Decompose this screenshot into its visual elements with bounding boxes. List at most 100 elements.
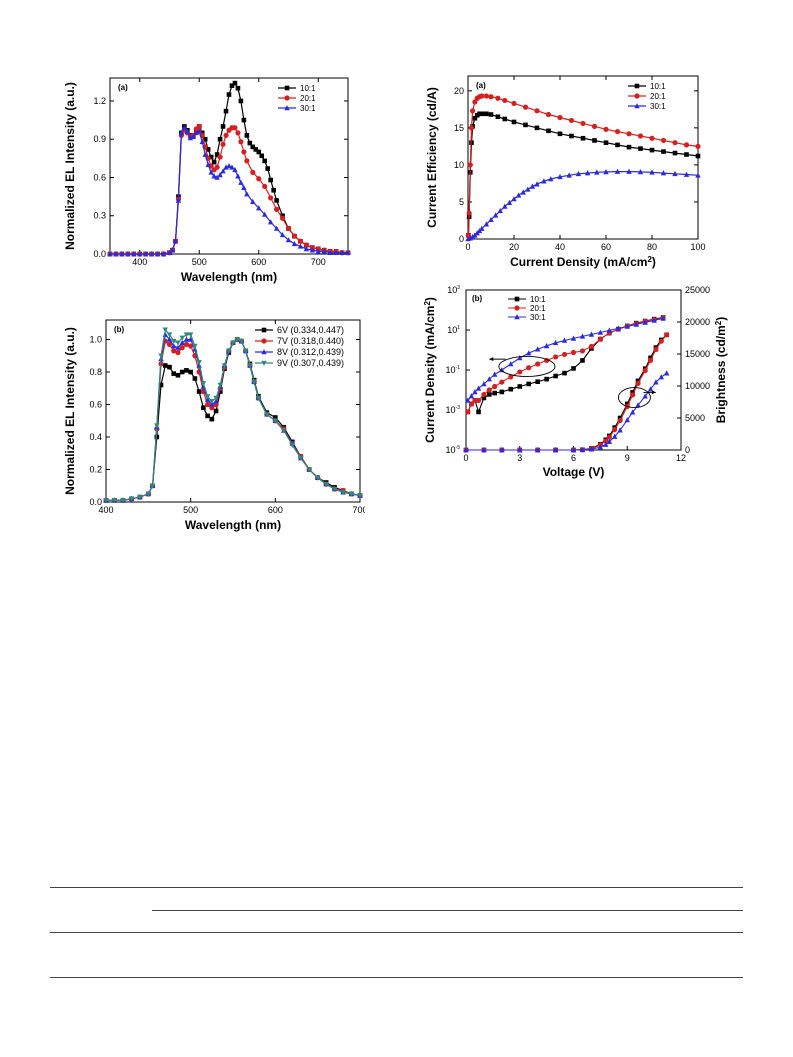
- data-point: [253, 147, 259, 152]
- legend-label: 8V (0.312,0.439): [277, 347, 344, 357]
- y2-axis-label: Brightness (cd/m2): [714, 317, 729, 423]
- data-point: [638, 146, 643, 151]
- data-point: [553, 373, 558, 379]
- data-point: [274, 206, 280, 212]
- data-point: [179, 369, 185, 375]
- data-point: [570, 349, 577, 356]
- data-point: [143, 251, 149, 257]
- data-point: [303, 245, 310, 252]
- data-point: [614, 128, 621, 135]
- data-point: [517, 369, 523, 375]
- data-point: [279, 215, 286, 221]
- data-point: [544, 376, 549, 382]
- data-point: [476, 409, 481, 415]
- data-point: [323, 481, 329, 488]
- y2-axis-label-tail: ): [714, 317, 728, 321]
- data-point: [238, 98, 244, 104]
- data-point: [306, 467, 312, 473]
- current-efficiency-chart: 0 20 40 60 80 100 0 5 10 15 20 (a) 10:120:130:1 Curre…: [425, 75, 706, 269]
- data-point: [327, 249, 333, 256]
- data-point: [545, 111, 552, 118]
- data-point: [543, 343, 550, 349]
- data-point: [273, 415, 278, 420]
- y-axis-label-sup: 2: [423, 301, 432, 306]
- annotation-arrowhead-left: [489, 357, 494, 362]
- x-axis-label-sup: 2: [647, 255, 652, 264]
- series-line: [110, 125, 348, 255]
- data-point: [178, 129, 185, 136]
- data-point: [291, 233, 298, 239]
- y-tick-label: 1.0: [89, 335, 102, 345]
- data-point: [526, 350, 532, 356]
- data-point: [629, 409, 636, 415]
- data-point: [658, 374, 664, 380]
- data-point: [204, 396, 211, 402]
- data-point: [484, 111, 489, 117]
- data-point: [128, 496, 135, 502]
- data-point: [238, 179, 244, 185]
- data-point: [614, 168, 621, 174]
- data-point: [486, 376, 492, 382]
- data-point: [345, 249, 351, 256]
- series-line: [467, 317, 664, 413]
- data-point: [660, 170, 667, 176]
- data-point: [166, 332, 173, 338]
- y-tick-label: 103: [447, 285, 460, 295]
- data-point: [208, 163, 214, 169]
- data-point: [502, 116, 508, 122]
- legend-marker: [514, 314, 520, 320]
- data-point: [481, 395, 487, 401]
- legend-marker: [514, 305, 520, 311]
- data-point: [267, 219, 274, 225]
- y-tick-label: 0.3: [93, 211, 106, 221]
- el-spectra-ratio-chart: 400 500 600 700 0.0 0.3 0.6 0.9 1.2 (a) 10:120:130…: [63, 77, 351, 284]
- y2-tick-label: 0: [685, 445, 690, 455]
- legend-marker: [284, 105, 290, 111]
- data-point: [534, 447, 541, 453]
- data-point: [241, 149, 247, 155]
- data-point: [255, 395, 262, 401]
- data-point: [196, 128, 202, 134]
- data-point: [148, 251, 155, 257]
- data-point: [230, 340, 236, 346]
- data-point: [483, 221, 490, 227]
- y-tick-label: 0: [459, 234, 464, 244]
- data-point: [472, 397, 478, 404]
- data-point: [235, 130, 241, 136]
- data-point: [481, 391, 487, 398]
- data-point: [289, 442, 295, 449]
- y2-tick-label: 25000: [685, 285, 710, 295]
- data-point: [606, 434, 612, 440]
- y2-axis-label-sup: 2: [714, 320, 723, 325]
- data-point: [695, 172, 701, 178]
- data-point: [244, 158, 250, 164]
- table-header-rule: [152, 910, 743, 911]
- data-point: [217, 136, 223, 142]
- data-point: [511, 100, 517, 107]
- data-point: [259, 153, 265, 159]
- data-point: [588, 343, 595, 350]
- data-point: [660, 137, 667, 144]
- legend-label: 30:1: [530, 313, 546, 322]
- data-point: [617, 417, 623, 424]
- x-tick-label: 80: [647, 242, 657, 252]
- data-point: [653, 379, 659, 385]
- data-point: [111, 498, 118, 504]
- data-point: [149, 483, 156, 489]
- legend-label: 10:1: [530, 295, 546, 304]
- data-point: [630, 392, 636, 398]
- data-point: [535, 361, 541, 367]
- data-point: [247, 363, 253, 369]
- data-point: [211, 173, 217, 179]
- data-point: [208, 154, 214, 160]
- data-point: [145, 491, 152, 497]
- data-point: [209, 401, 215, 407]
- data-point: [187, 332, 194, 338]
- data-point: [486, 387, 492, 393]
- data-point: [463, 447, 469, 453]
- x-tick-label: 6: [571, 453, 576, 463]
- data-point: [566, 172, 572, 178]
- data-point: [548, 176, 554, 182]
- data-point: [279, 231, 286, 238]
- y-tick-label: 0.0: [89, 497, 102, 507]
